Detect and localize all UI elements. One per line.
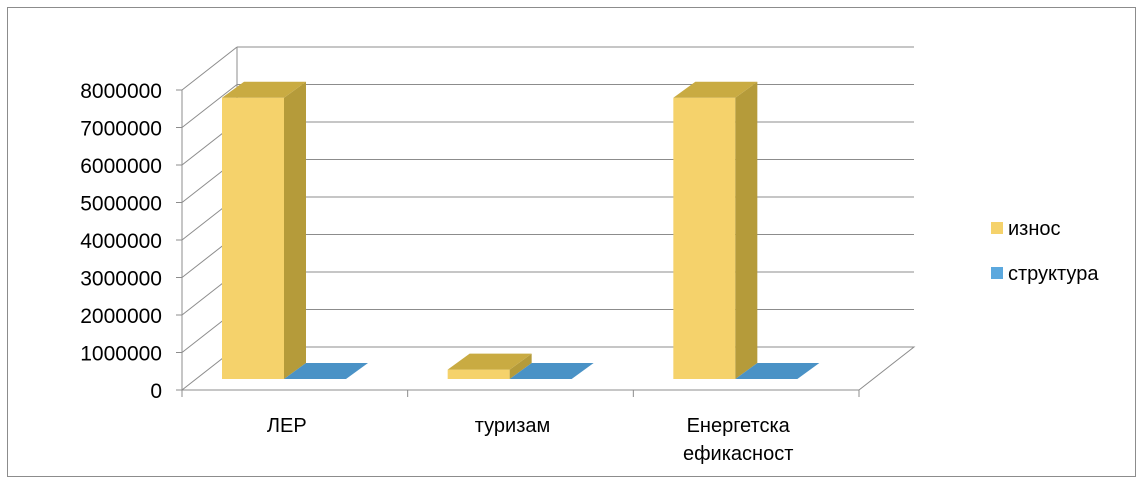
legend-label: структура [1008, 263, 1099, 285]
floor-back-edge [237, 346, 916, 391]
side-gridline [181, 84, 238, 128]
y-tick-label: 7000000 [80, 118, 162, 141]
bar-top [509, 363, 594, 379]
x-category-label: ЛЕР [267, 415, 307, 437]
y-tick-labels: 0 1000000 2000000 3000000 4000000 5000000 6000… [80, 80, 162, 403]
bar-top [735, 363, 820, 379]
axes [176, 89, 860, 397]
x-category-label-line: Енергетска [687, 415, 791, 437]
legend: износ структура [991, 218, 1099, 285]
y-tick-label: 1000000 [80, 343, 162, 366]
y-tick-label: 2000000 [80, 305, 162, 328]
bar-front [673, 97, 736, 379]
y-tick-label: 3000000 [80, 268, 162, 291]
legend-swatch [991, 222, 1003, 234]
bar-iznos [673, 81, 758, 379]
bar-iznos [222, 81, 306, 379]
y-tick-label: 6000000 [80, 155, 162, 178]
bar-top [284, 363, 368, 379]
bar-struktura [735, 363, 820, 379]
legend-swatch [991, 267, 1003, 279]
x-category-label-line: ефикасност [683, 443, 793, 465]
bar-side [735, 81, 758, 379]
y-tick-label: 5000000 [80, 193, 162, 216]
y-tick-label: 8000000 [80, 80, 162, 103]
bar-top [222, 81, 306, 98]
y-tick-label: 4000000 [80, 230, 162, 253]
x-category-labels: ЛЕР туризам Енергетска ефикасност [267, 415, 793, 465]
legend-label: износ [1008, 218, 1061, 240]
bar-top [447, 353, 532, 370]
chart-frame [7, 7, 1136, 477]
chart-walls [236, 47, 916, 391]
bar-top [673, 81, 758, 98]
x-category-label: туризам [475, 415, 551, 437]
x-category-label: Енергетска ефикасност [683, 415, 793, 465]
bars [222, 81, 820, 379]
bar-struktura [284, 363, 368, 379]
gridlines [181, 46, 914, 391]
bar-struktura [509, 363, 594, 379]
y-tick-label: 0 [150, 380, 162, 403]
side-gridline [181, 46, 238, 91]
bar-side [509, 353, 532, 379]
bar-iznos [447, 353, 532, 379]
bar-front [222, 97, 284, 379]
bar-front [447, 369, 510, 379]
bar-side [284, 81, 306, 379]
